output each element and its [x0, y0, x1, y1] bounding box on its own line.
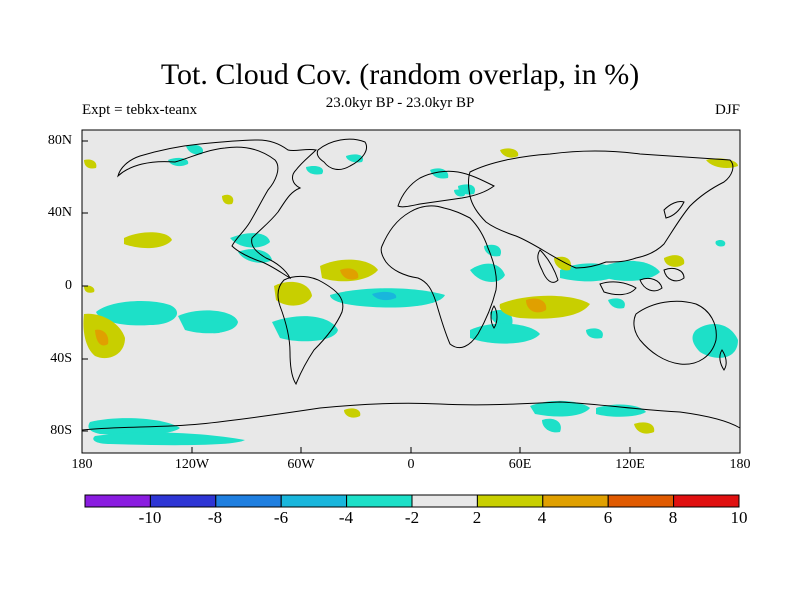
plot-title: Tot. Cloud Cov. (random overlap, in %)	[160, 58, 640, 91]
coastlines	[81, 138, 741, 431]
experiment-label: Expt = tebkx-teanx	[82, 102, 198, 118]
lon-label-120e: 120E	[615, 457, 645, 472]
colorbar-label: 8	[668, 508, 678, 527]
lat-label-80s: 80S	[50, 423, 72, 438]
colorbar-swatch	[346, 494, 413, 508]
plot-subtitle: 23.0kyr BP - 23.0kyr BP	[325, 95, 475, 111]
lat-label-0: 0	[65, 278, 72, 293]
lon-label-0: 0	[407, 457, 415, 472]
season-label: DJF	[714, 102, 740, 118]
lon-label-180e: 180	[729, 457, 751, 472]
negative-anomaly-regions	[88, 144, 738, 446]
colorbar-swatch	[542, 494, 609, 508]
colorbar	[84, 494, 740, 508]
colorbar-swatch	[280, 494, 348, 508]
colorbar-swatch	[411, 494, 478, 508]
colorbar-label: -10	[138, 508, 162, 527]
strong-negative-anomaly-regions	[372, 291, 397, 301]
strong-positive-anomaly-regions	[95, 268, 547, 346]
colorbar-label: 6	[603, 508, 613, 527]
lon-label-180w: 180	[71, 457, 93, 472]
colorbar-swatch	[476, 494, 544, 508]
colorbar-swatch	[84, 494, 151, 508]
lon-label-60e: 60E	[508, 457, 532, 472]
colorbar-label: -4	[338, 508, 354, 527]
colorbar-label: -2	[404, 508, 420, 527]
lat-label-40s: 40S	[50, 351, 72, 366]
lat-label-40n: 40N	[47, 205, 72, 220]
colorbar-swatch	[607, 494, 675, 508]
colorbar-swatch	[215, 494, 282, 508]
colorbar-label: 4	[537, 508, 547, 527]
axis-ticks	[81, 140, 741, 453]
lon-label-120w: 120W	[174, 457, 210, 472]
colorbar-label: 10	[730, 508, 748, 527]
colorbar-label: -6	[273, 508, 289, 527]
colorbar-swatch	[149, 494, 217, 508]
colorbar-label: 2	[472, 508, 482, 527]
colorbar-label: -8	[207, 508, 223, 527]
colorbar-swatch	[673, 494, 740, 508]
lon-label-60w: 60W	[287, 457, 315, 472]
lat-label-80n: 80N	[47, 133, 72, 148]
